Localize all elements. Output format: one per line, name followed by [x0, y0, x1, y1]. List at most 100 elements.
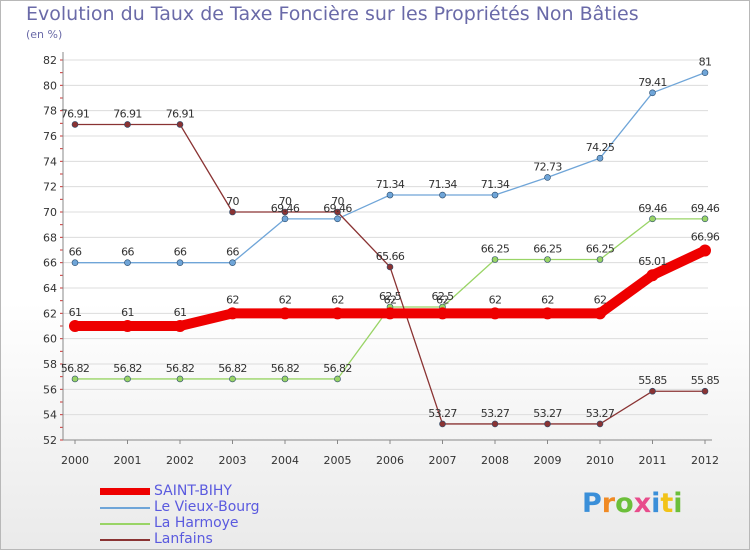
- data-point: [439, 191, 446, 199]
- data-label: 70: [279, 195, 292, 208]
- data-label: 55.85: [638, 374, 667, 387]
- chart-title: Evolution du Taux de Taxe Foncière sur l…: [26, 3, 639, 25]
- y-tick-label: 66: [43, 257, 57, 270]
- data-label: 74.25: [586, 141, 615, 154]
- data-point: [699, 244, 711, 257]
- data-label: 62: [331, 293, 344, 306]
- data-point: [71, 259, 79, 266]
- data-point: [386, 263, 394, 271]
- legend-label: Le Vieux-Bourg: [154, 499, 260, 515]
- data-point: [544, 174, 551, 181]
- data-label: 69.46: [323, 202, 352, 215]
- y-tick-label: 78: [43, 105, 57, 118]
- data-point: [594, 307, 606, 320]
- data-label: 66.25: [481, 243, 510, 256]
- x-tick-label: 2005: [324, 454, 352, 467]
- data-point: [596, 420, 604, 428]
- proxiti-logo: Proxiti: [582, 488, 683, 519]
- data-label: 81: [699, 56, 712, 69]
- y-axis-unit-label: (en %): [26, 28, 63, 41]
- legend-label: La Harmoye: [154, 515, 239, 531]
- data-label: 62: [489, 293, 502, 306]
- data-label: 53.27: [586, 407, 615, 420]
- data-label: 61: [121, 306, 134, 319]
- x-tick-label: 2010: [586, 454, 614, 467]
- x-tick-label: 2003: [219, 454, 247, 467]
- data-label: 66.25: [586, 243, 615, 256]
- data-point: [229, 259, 236, 266]
- logo-letter: P: [582, 488, 602, 519]
- y-tick-label: 52: [43, 434, 57, 447]
- data-label: 56.82: [218, 362, 247, 375]
- data-point: [334, 215, 341, 223]
- y-tick-label: 54: [43, 409, 57, 422]
- data-label: 76.91: [113, 107, 142, 120]
- data-point: [281, 375, 289, 383]
- data-point: [176, 121, 184, 128]
- data-point: [649, 387, 656, 395]
- data-point: [646, 269, 659, 282]
- logo-letter: i: [651, 488, 661, 519]
- data-label: 62.5: [379, 290, 402, 303]
- data-point: [701, 215, 709, 223]
- y-tick-label: 64: [43, 282, 57, 295]
- data-point: [176, 259, 184, 266]
- legend-swatch: [100, 507, 150, 509]
- data-point: [649, 215, 656, 223]
- data-label: 62: [384, 293, 397, 306]
- data-point: [281, 215, 289, 223]
- logo-letter: i: [673, 488, 683, 519]
- logo-letter: o: [615, 488, 634, 519]
- y-tick-label: 68: [43, 231, 57, 244]
- data-point: [124, 375, 131, 383]
- data-label: 61: [69, 306, 82, 319]
- x-tick-label: 2012: [691, 454, 719, 467]
- data-label: 70: [331, 195, 344, 208]
- x-tick-label: 2002: [166, 454, 194, 467]
- y-tick-label: 56: [43, 383, 57, 396]
- data-label: 62: [226, 293, 239, 306]
- data-point: [649, 89, 656, 97]
- data-label: 69.46: [691, 202, 720, 215]
- x-tick-label: 2006: [376, 454, 404, 467]
- data-label: 79.41: [638, 76, 667, 89]
- y-tick-label: 80: [43, 79, 57, 92]
- data-label: 69.46: [271, 202, 300, 215]
- data-point: [71, 375, 79, 383]
- data-label: 66: [121, 246, 134, 259]
- data-label: 61: [174, 306, 187, 319]
- x-tick-label: 2000: [61, 454, 89, 467]
- data-point: [69, 320, 81, 332]
- data-point: [701, 387, 709, 395]
- data-label: 65.01: [638, 255, 667, 268]
- data-point: [541, 307, 554, 320]
- data-label: 62: [279, 293, 292, 306]
- data-label: 62: [594, 293, 607, 306]
- y-tick-label: 58: [43, 358, 57, 371]
- x-tick-label: 2004: [271, 454, 299, 467]
- data-label: 56.82: [113, 362, 142, 375]
- x-tick-label: 2001: [114, 454, 142, 467]
- data-point: [334, 375, 341, 383]
- y-tick-label: 72: [43, 181, 57, 194]
- data-point: [124, 121, 131, 128]
- legend-label: Lanfains: [154, 531, 213, 547]
- data-point: [386, 191, 394, 199]
- y-tick-label: 62: [43, 307, 57, 320]
- data-label: 66: [69, 246, 82, 259]
- data-label: 62.5: [431, 290, 454, 303]
- y-tick-label: 82: [43, 54, 57, 67]
- data-point: [71, 121, 79, 128]
- data-label: 66: [226, 246, 239, 259]
- data-point: [281, 208, 289, 216]
- data-point: [384, 307, 396, 320]
- data-label: 71.34: [376, 178, 405, 191]
- data-point: [331, 307, 344, 320]
- data-point: [544, 256, 551, 263]
- data-label: 71.34: [428, 178, 457, 191]
- data-point: [229, 208, 236, 216]
- data-label: 56.82: [323, 362, 352, 375]
- data-label: 66.96: [691, 231, 720, 244]
